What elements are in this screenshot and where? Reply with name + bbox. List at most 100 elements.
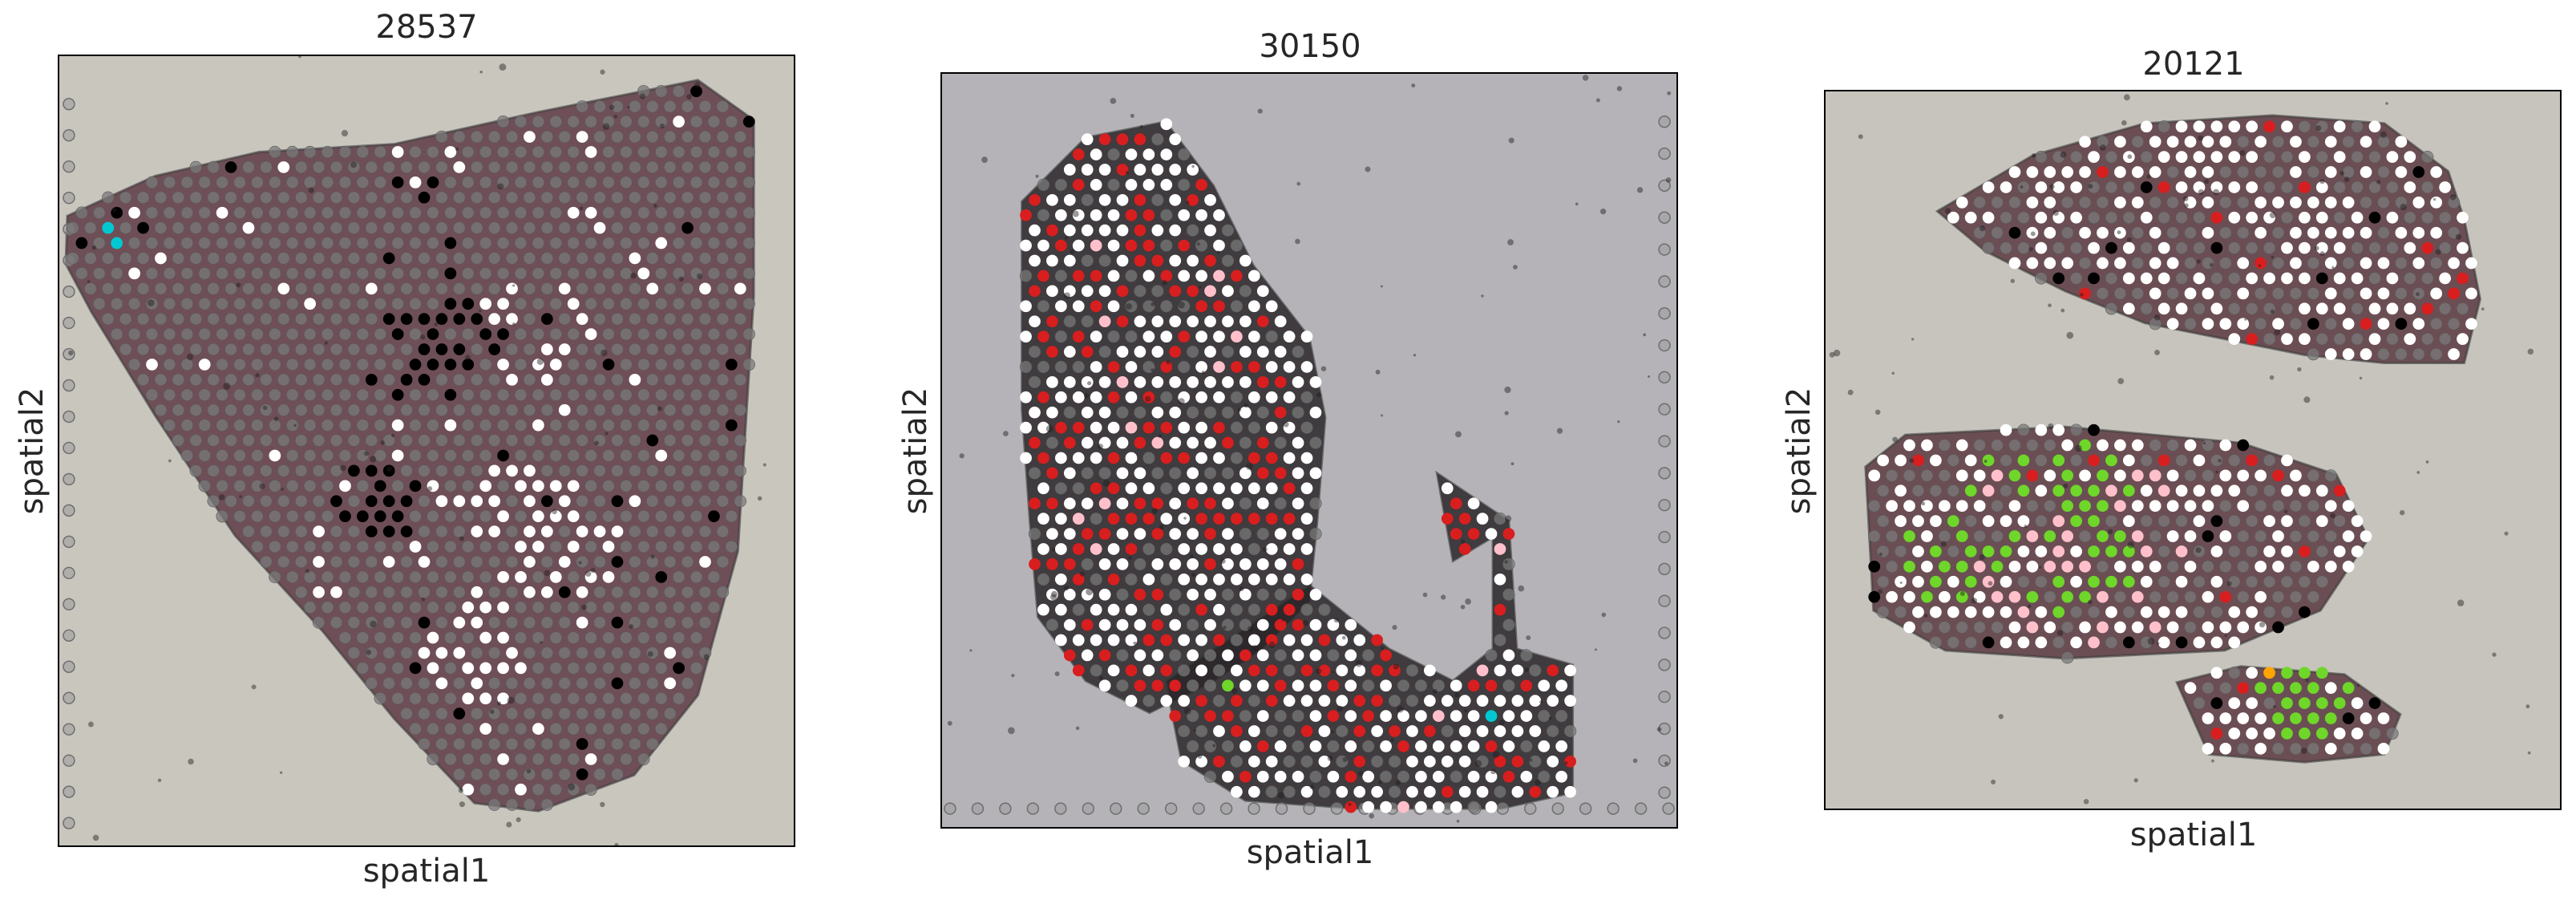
spot bbox=[347, 312, 361, 326]
spot bbox=[374, 480, 386, 493]
spot bbox=[1231, 482, 1243, 495]
spot bbox=[1187, 164, 1199, 176]
spot bbox=[2421, 211, 2434, 224]
spot bbox=[602, 631, 615, 644]
spot bbox=[2202, 560, 2214, 574]
spot bbox=[2079, 226, 2091, 239]
spot bbox=[453, 495, 466, 508]
spot bbox=[2272, 469, 2284, 482]
spot bbox=[1134, 164, 1146, 176]
spot bbox=[2122, 211, 2136, 224]
spot bbox=[418, 556, 431, 568]
spot bbox=[427, 480, 439, 493]
spot bbox=[646, 525, 659, 538]
spot bbox=[1178, 148, 1191, 161]
spot bbox=[1169, 375, 1182, 388]
spot bbox=[1081, 346, 1094, 358]
spot bbox=[444, 692, 457, 705]
spot bbox=[2324, 226, 2337, 239]
spot bbox=[154, 403, 168, 416]
spot bbox=[1256, 436, 1269, 449]
spot bbox=[1265, 603, 1278, 616]
spot bbox=[400, 403, 413, 416]
spot bbox=[2360, 226, 2372, 239]
tissue-speck bbox=[1369, 813, 1374, 819]
spot bbox=[1903, 469, 1916, 482]
spot bbox=[1054, 360, 1068, 374]
spot bbox=[136, 252, 150, 265]
spot bbox=[2000, 575, 2012, 588]
fiducial-spot bbox=[63, 160, 75, 173]
spot bbox=[2184, 560, 2197, 573]
spot bbox=[602, 692, 615, 705]
tissue-speck bbox=[536, 358, 544, 366]
spot bbox=[2219, 196, 2232, 209]
spot bbox=[602, 115, 615, 128]
spot bbox=[1195, 513, 1207, 525]
spot bbox=[1494, 755, 1506, 768]
spot bbox=[2070, 181, 2083, 193]
spot bbox=[75, 206, 88, 219]
spot bbox=[242, 160, 255, 174]
spot bbox=[260, 403, 273, 416]
spot bbox=[2219, 742, 2232, 755]
spot bbox=[1054, 300, 1067, 313]
spot bbox=[1982, 454, 1995, 467]
spot bbox=[1555, 679, 1567, 692]
spot bbox=[532, 723, 544, 735]
spot bbox=[637, 449, 650, 462]
spot bbox=[707, 176, 721, 189]
spot bbox=[2184, 226, 2197, 239]
spot bbox=[620, 176, 633, 189]
spot bbox=[1046, 467, 1058, 480]
spot bbox=[655, 388, 668, 401]
spot bbox=[602, 419, 615, 432]
spot bbox=[1502, 528, 1515, 540]
spot bbox=[2202, 197, 2214, 209]
fiducial-spot bbox=[1658, 243, 1671, 256]
tissue-speck bbox=[2198, 135, 2204, 141]
spot bbox=[505, 707, 519, 720]
spot bbox=[303, 176, 317, 189]
tissue-speck bbox=[981, 156, 988, 164]
tissue-speck bbox=[1355, 659, 1363, 667]
spot bbox=[2298, 120, 2311, 133]
spot bbox=[1292, 436, 1304, 449]
panel-title: 28537 bbox=[375, 9, 478, 46]
spot bbox=[1221, 467, 1235, 480]
spot bbox=[1547, 724, 1559, 738]
spot bbox=[584, 480, 597, 493]
spot bbox=[1081, 436, 1094, 449]
tissue-speck bbox=[1411, 83, 1416, 88]
spot bbox=[2271, 136, 2285, 148]
spot bbox=[1151, 346, 1164, 358]
spot bbox=[1178, 360, 1191, 374]
spot bbox=[1187, 285, 1199, 298]
spot bbox=[2070, 211, 2083, 224]
tissue-speck bbox=[969, 649, 973, 652]
spot bbox=[172, 312, 185, 326]
spot bbox=[1169, 193, 1182, 206]
spot bbox=[2097, 590, 2109, 603]
spot bbox=[2280, 606, 2294, 618]
spot bbox=[2271, 165, 2285, 179]
spot bbox=[681, 282, 694, 295]
spot bbox=[2008, 530, 2021, 542]
spot bbox=[180, 327, 193, 341]
spot bbox=[2140, 606, 2153, 618]
spot bbox=[655, 85, 668, 98]
spot bbox=[620, 206, 633, 219]
spot bbox=[1151, 467, 1164, 480]
spot bbox=[2246, 697, 2259, 709]
spot bbox=[1389, 664, 1401, 677]
spot bbox=[689, 601, 703, 614]
tissue-speck bbox=[1295, 238, 1300, 245]
spot bbox=[1345, 649, 1357, 662]
spot bbox=[427, 449, 439, 462]
tissue-speck bbox=[1508, 137, 1514, 144]
spot bbox=[224, 161, 237, 173]
spot bbox=[1921, 590, 1933, 603]
spot bbox=[286, 267, 299, 280]
spot bbox=[1256, 558, 1269, 570]
tissue-speck bbox=[1454, 692, 1460, 698]
